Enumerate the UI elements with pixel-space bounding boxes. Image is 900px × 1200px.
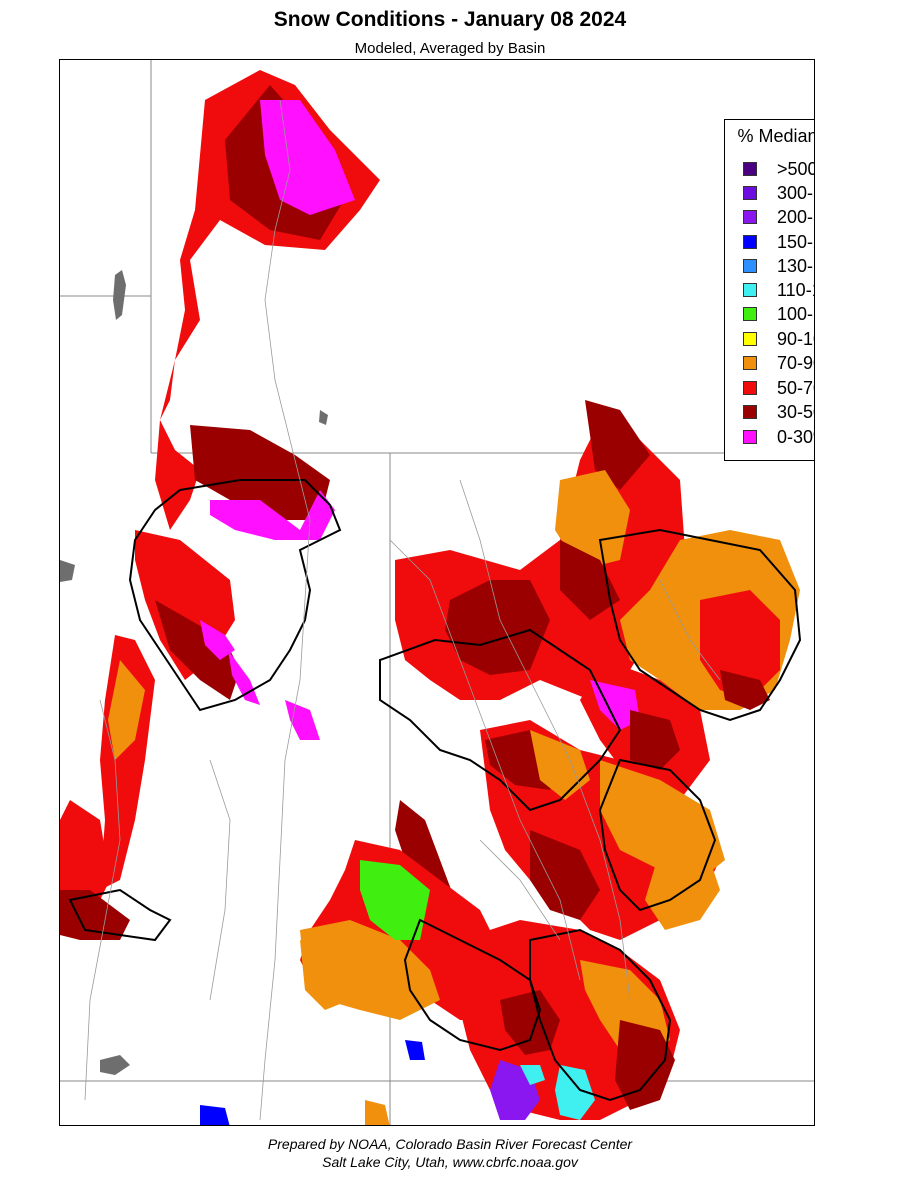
- map-subtitle: Modeled, Averaged by Basin: [354, 40, 546, 57]
- legend-item: 300-500%: [743, 182, 814, 204]
- legend-swatch: [743, 405, 757, 419]
- legend-label: 130-150%: [777, 255, 814, 276]
- basin-boundaries: [68, 479, 802, 1102]
- legend-item: 150-200%: [743, 231, 814, 253]
- footer-location: Salt Lake City, Utah, www.cbrfc.noaa.gov: [322, 1154, 578, 1170]
- legend-swatch: [743, 186, 757, 200]
- legend-label: 70-90%: [777, 352, 814, 373]
- snow-map[interactable]: % Median SWE >500% 300-500% 200-300% 150…: [59, 59, 815, 1126]
- legend-swatch: [743, 332, 757, 346]
- legend-item: 50-70%: [743, 377, 814, 399]
- legend-swatch: [743, 307, 757, 321]
- legend-swatch: [743, 259, 757, 273]
- legend-item: 200-300%: [743, 206, 814, 228]
- region-west: [60, 635, 155, 940]
- legend-item: 110-130%: [743, 279, 814, 301]
- legend-item: 30-50%: [743, 401, 814, 423]
- legend-label: >500%: [777, 158, 814, 179]
- legend-label: 90-100%: [777, 328, 814, 349]
- legend-swatch: [743, 283, 757, 297]
- legend-item: >500%: [743, 158, 814, 180]
- legend-item: 130-150%: [743, 255, 814, 277]
- legend-label: 100-110%: [777, 303, 814, 324]
- legend-item: 90-100%: [743, 328, 814, 350]
- legend-item: 0-30%: [743, 426, 814, 448]
- legend-swatch: [743, 356, 757, 370]
- legend-label: 110-130%: [777, 279, 814, 300]
- legend-label: 300-500%: [777, 182, 814, 203]
- legend-item: 70-90%: [743, 352, 814, 374]
- snow-map-canvas: [60, 60, 814, 1125]
- region-san-juan: [200, 920, 680, 1125]
- legend-swatch: [743, 162, 757, 176]
- legend-label: 30-50%: [777, 401, 814, 422]
- legend-swatch: [743, 430, 757, 444]
- legend-title: % Median SWE: [737, 126, 815, 146]
- legend-label: 0-30%: [777, 426, 814, 447]
- rivers: [84, 99, 721, 1121]
- legend: % Median SWE >500% 300-500% 200-300% 150…: [724, 119, 815, 461]
- legend-swatch: [743, 210, 757, 224]
- legend-item: 100-110%: [743, 303, 814, 325]
- legend-label: 50-70%: [777, 377, 814, 398]
- legend-label: 150-200%: [777, 231, 814, 252]
- map-title: Snow Conditions - January 08 2024: [273, 8, 627, 31]
- region-north: [135, 70, 380, 740]
- legend-swatch: [743, 235, 757, 249]
- footer-credit: Prepared by NOAA, Colorado Basin River F…: [267, 1136, 633, 1152]
- legend-swatch: [743, 381, 757, 395]
- region-colorado-south: [395, 720, 725, 940]
- lakes: [60, 270, 328, 1075]
- legend-label: 200-300%: [777, 206, 814, 227]
